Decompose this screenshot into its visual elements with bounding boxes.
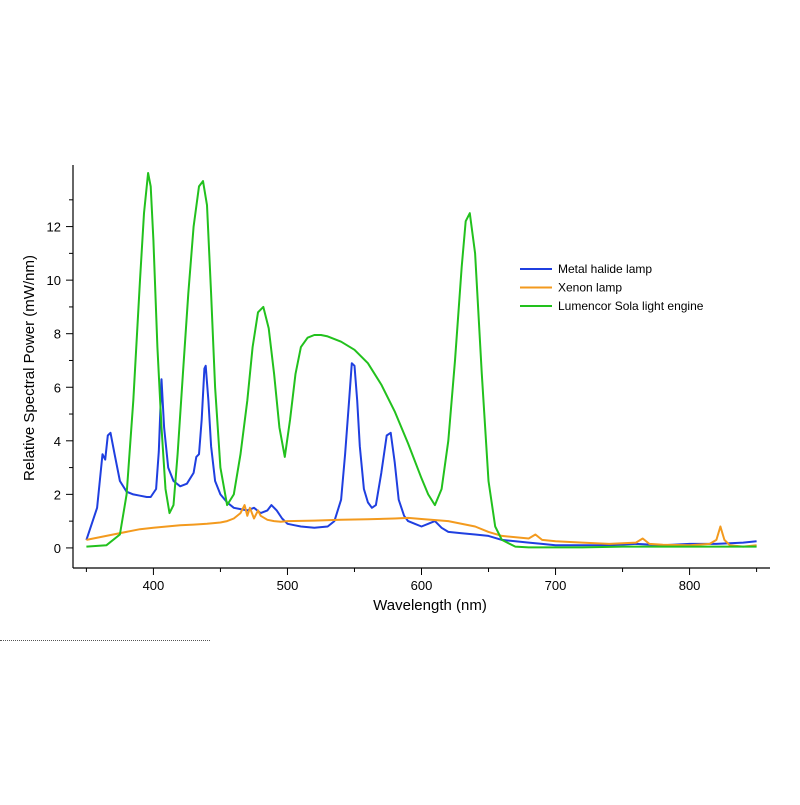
y-tick-label: 8 bbox=[54, 327, 61, 342]
legend-label-3: Lumencor Sola light engine bbox=[558, 299, 704, 313]
y-axis-title: Relative Spectral Power (mW/nm) bbox=[21, 255, 38, 481]
series-line-1 bbox=[85, 362, 757, 547]
series-line-2 bbox=[86, 504, 757, 548]
legend-label-1: Metal halide lamp bbox=[558, 262, 652, 276]
y-tick-label: 2 bbox=[54, 487, 61, 502]
series-line-3 bbox=[86, 172, 757, 549]
series-layer bbox=[85, 172, 757, 549]
y-tick-label: 0 bbox=[54, 541, 61, 556]
dotted-divider bbox=[0, 640, 210, 641]
y-tick-label: 12 bbox=[47, 220, 61, 235]
y-tick-label: 6 bbox=[54, 380, 61, 395]
y-tick-label: 10 bbox=[47, 273, 61, 288]
legend: Metal halide lamp Xenon lamp Lumencor Sola… bbox=[520, 262, 704, 313]
y-tick-label: 4 bbox=[54, 434, 61, 449]
x-axis-title: Wavelength (nm) bbox=[373, 597, 487, 614]
x-tick-label: 700 bbox=[545, 578, 567, 593]
x-tick-label: 600 bbox=[411, 578, 433, 593]
axes: 400 500 600 700 800 0 2 4 6 8 10 12 bbox=[47, 165, 770, 593]
legend-label-2: Xenon lamp bbox=[558, 281, 622, 295]
x-tick-label: 800 bbox=[679, 578, 701, 593]
x-tick-label: 400 bbox=[143, 578, 165, 593]
x-tick-label: 500 bbox=[277, 578, 299, 593]
